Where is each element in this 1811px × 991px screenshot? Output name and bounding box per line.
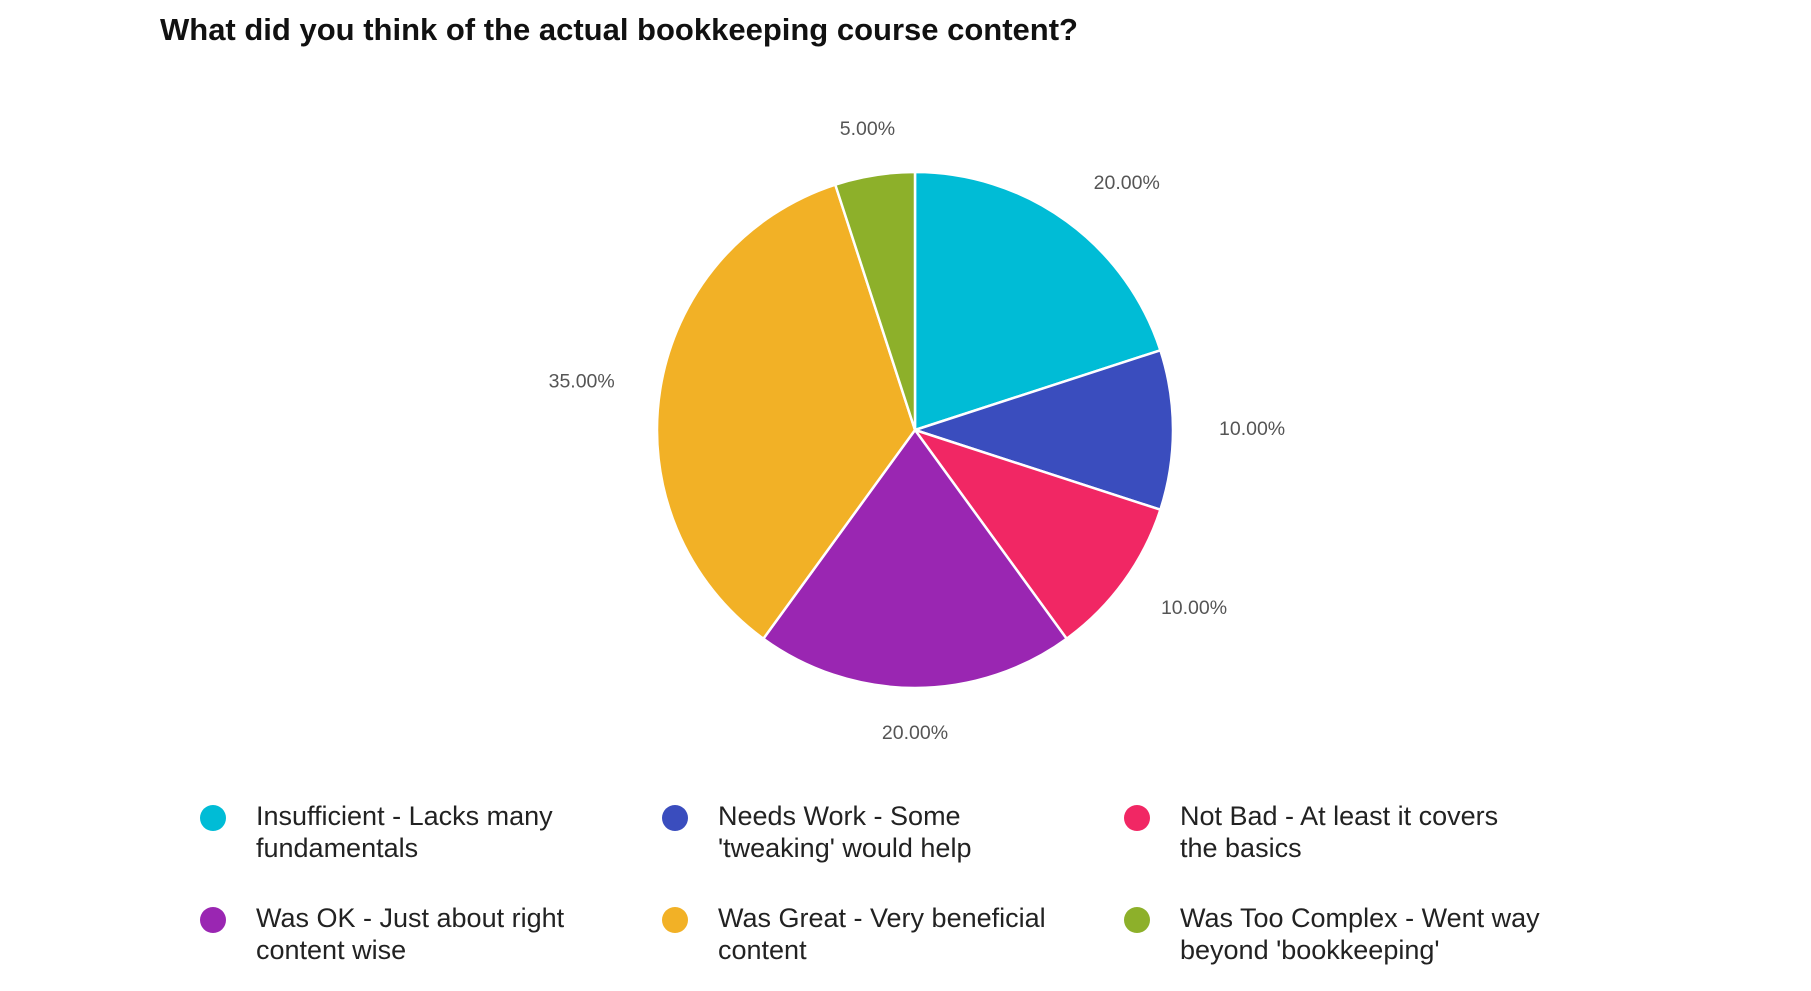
- legend-swatch: [1124, 805, 1150, 831]
- pie-slice-3[interactable]: [913, 428, 1162, 640]
- pie-slice-2[interactable]: [913, 349, 1175, 511]
- pie-slice-4[interactable]: [762, 428, 1068, 690]
- slice-value-label: 35.00%: [549, 371, 615, 393]
- pie-labels: 20.00% 10.00% 10.00% 20.00% 35.00% 5.00%: [549, 118, 1286, 744]
- legend-swatch: [200, 805, 226, 831]
- legend-item-6[interactable]: Was Too Complex - Went way beyond 'bookk…: [1124, 902, 1586, 966]
- pie-slice-5[interactable]: [655, 183, 917, 640]
- legend-label: Insufficient - Lacks many fundamentals: [256, 801, 553, 863]
- slice-value-label: 10.00%: [1161, 597, 1227, 619]
- pie-slice-6[interactable]: [834, 170, 917, 432]
- slice-value-label: 20.00%: [1094, 172, 1160, 194]
- legend-label: Needs Work - Some 'tweaking' would help: [718, 801, 972, 863]
- legend-label: Was Great - Very beneficial content: [718, 903, 1046, 965]
- legend-swatch: [1124, 907, 1150, 933]
- legend: Insufficient - Lacks many fundamentals Ne…: [200, 800, 1640, 966]
- legend-item-3[interactable]: Not Bad - At least it covers the basics: [1124, 800, 1586, 864]
- pie-slice-1[interactable]: [913, 170, 1162, 432]
- slice-value-label: 10.00%: [1219, 418, 1285, 440]
- legend-item-5[interactable]: Was Great - Very beneficial content: [662, 902, 1124, 966]
- pie-slices: [655, 170, 1175, 690]
- legend-swatch: [200, 907, 226, 933]
- legend-swatch: [662, 805, 688, 831]
- pie-chart: 20.00% 10.00% 10.00% 20.00% 35.00% 5.00%: [549, 118, 1286, 744]
- slice-value-label: 20.00%: [882, 722, 948, 744]
- legend-item-4[interactable]: Was OK - Just about right content wise: [200, 902, 662, 966]
- legend-item-1[interactable]: Insufficient - Lacks many fundamentals: [200, 800, 662, 864]
- slice-value-label: 5.00%: [840, 118, 895, 140]
- legend-swatch: [662, 907, 688, 933]
- legend-label: Was OK - Just about right content wise: [256, 903, 565, 965]
- chart-title: What did you think of the actual bookkee…: [160, 12, 1078, 47]
- legend-label: Was Too Complex - Went way beyond 'bookk…: [1180, 903, 1540, 965]
- legend-item-2[interactable]: Needs Work - Some 'tweaking' would help: [662, 800, 1124, 864]
- legend-label: Not Bad - At least it covers the basics: [1180, 801, 1499, 863]
